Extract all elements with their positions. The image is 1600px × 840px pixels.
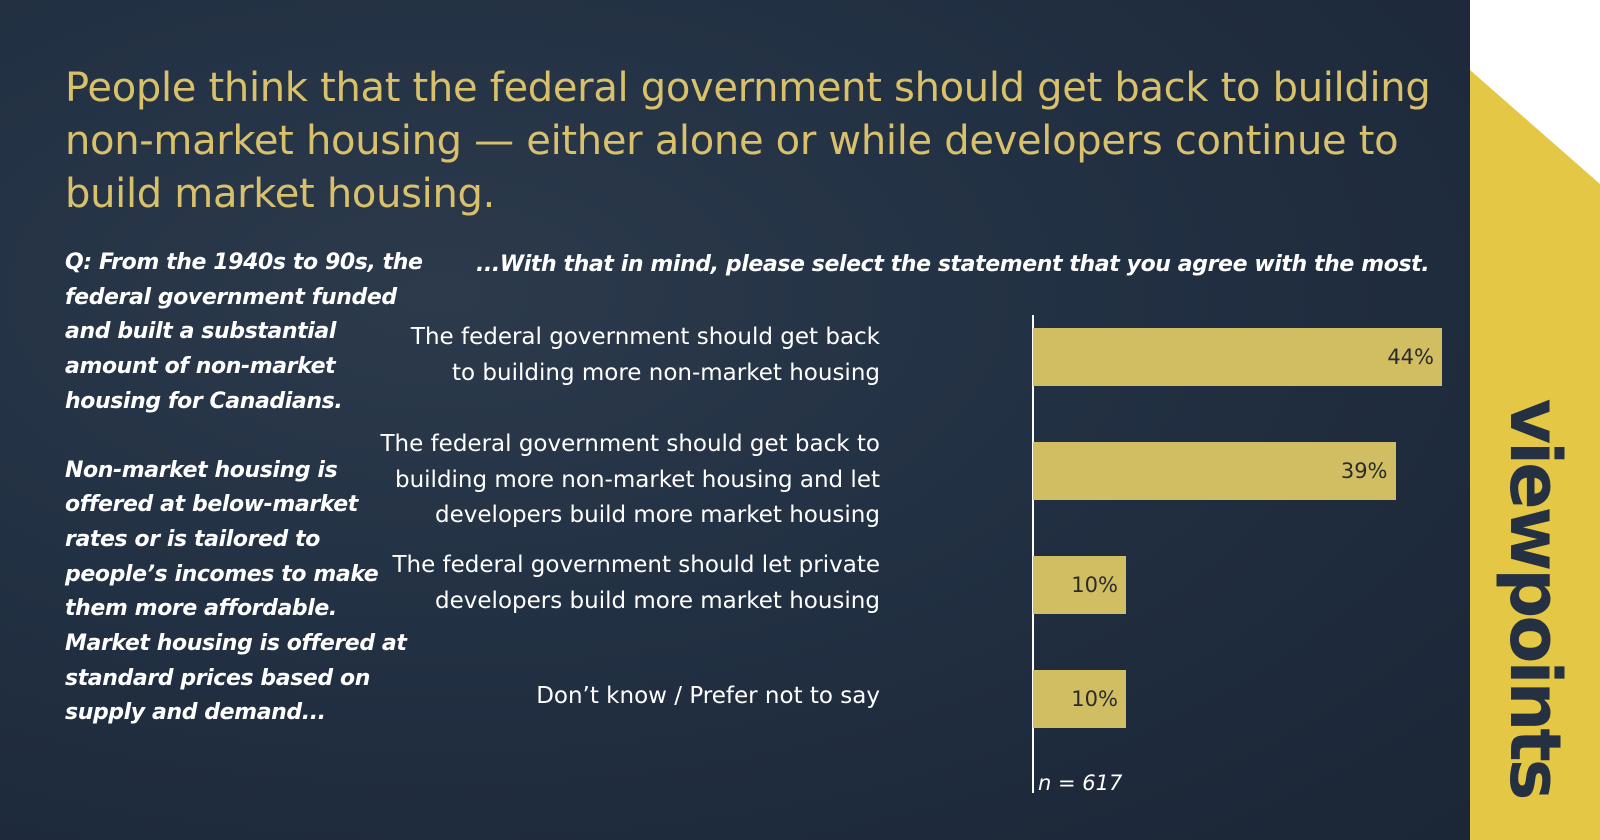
bar-1 [1033,328,1442,386]
category-label-line: developers build more market housing [435,587,880,614]
bar-3 [1033,556,1126,614]
category-label-3: The federal government should let privat… [392,548,880,619]
brand-panel [1470,0,1600,840]
category-label-4: Don’t know / Prefer not to say [536,679,880,715]
chart-prompt: ...With that in mind, please select the … [476,252,1430,277]
category-label-1: The federal government should get back t… [411,320,880,391]
category-label-line: developers build more market housing [435,502,880,528]
category-label-line: The federal government should get back [410,324,880,350]
question-text: Q: From the 1940s to 90s, the federal go… [65,246,425,731]
brand-logo: viewpoints [1494,398,1576,798]
bar-value-label-4: 10% [1071,687,1118,711]
bar-2 [1033,442,1396,500]
slide-background [0,0,1470,840]
category-label-line: The federal government should let privat… [392,552,880,578]
sample-size-note: n = 617 [1038,771,1123,795]
bar-value-label-3: 10% [1071,573,1118,597]
bar-value-label-2: 39% [1340,459,1388,483]
chart-axis-line [1032,315,1034,793]
category-label-line: building more non-market housing and let [394,466,880,493]
category-label-line: The federal government should get back t… [380,431,880,457]
brand-accent-shape [1470,70,1600,840]
bar-4 [1033,670,1126,728]
category-label-line: Don’t know / Prefer not to say [536,683,880,709]
question-paragraph-1: Q: From the 1940s to 90s, the federal go… [65,250,423,414]
category-label-line: to building more non-market housing [452,359,880,386]
question-paragraph-2: Non-market housing is offered at below-m… [65,457,407,726]
category-label-2: The federal government should get back t… [380,427,880,534]
bar-chart: n = 617 44% The federal government should… [380,315,1442,795]
slide-title: People think that the federal government… [65,65,1431,217]
brand-accent-polygon [1470,70,1600,840]
bar-value-label-1: 44% [1387,345,1434,369]
